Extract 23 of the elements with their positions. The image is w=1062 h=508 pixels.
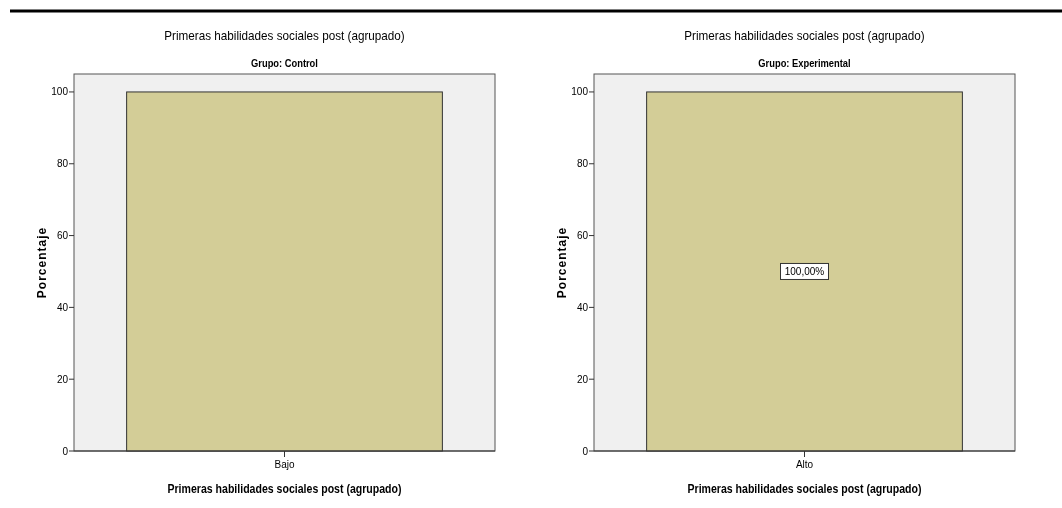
chart-title: Primeras habilidades sociales post (agrupado) [684, 28, 925, 44]
y-tick-label: 80 [576, 158, 589, 170]
y-tick-label: 100 [571, 86, 589, 98]
chart-subtitle: Grupo: Control [251, 57, 319, 70]
y-tick-label: 20 [576, 373, 589, 385]
x-axis-title: Primeras habilidades sociales post (agrupado) [167, 482, 402, 496]
x-tick-label: Bajo [274, 459, 295, 470]
y-tick-label: 0 [582, 445, 589, 457]
y-tick-label: 40 [576, 301, 589, 313]
y-tick-label: 20 [56, 373, 69, 385]
y-tick-label: 0 [62, 445, 69, 457]
x-axis-title: Primeras habilidades sociales post (agrupado) [687, 482, 922, 496]
y-tick-label: 40 [56, 301, 69, 313]
chart-title: Primeras habilidades sociales post (agrupado) [164, 28, 405, 44]
y-tick-label: 80 [56, 158, 69, 170]
y-axis-title: Porcentaje [35, 226, 49, 299]
y-axis-title: Porcentaje [555, 226, 569, 299]
y-tick-label: 100 [51, 86, 69, 98]
y-tick-label: 60 [576, 230, 589, 242]
x-tick-label: Alto [795, 459, 814, 470]
chart-subtitle: Grupo: Experimental [758, 57, 851, 70]
data-label: 100,00% [784, 266, 825, 278]
y-tick-label: 60 [56, 230, 69, 242]
